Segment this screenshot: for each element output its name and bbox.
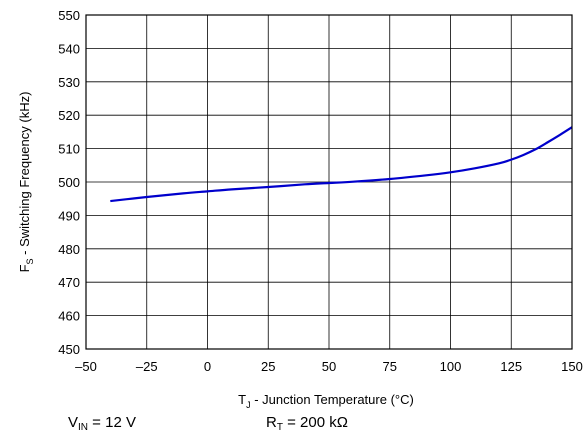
series-layer [110,126,573,203]
y-tick-label: 480 [58,242,80,257]
y-tick-label: 550 [58,8,80,23]
y-tick-label: 490 [58,208,80,223]
x-tick-label: –25 [136,359,158,374]
y-tick-label: 520 [58,108,80,123]
grid [85,14,573,350]
x-tick-label: 100 [440,359,462,374]
y-tick-label: 530 [58,75,80,90]
condition-rt: RT = 200 kΩ [266,414,348,433]
x-tick-label: 125 [500,359,522,374]
frequency-series-line [110,126,573,203]
y-tick-label: 500 [58,175,80,190]
plot-frame [85,14,573,350]
x-tick-label: 25 [261,359,275,374]
y-tick-label: 540 [58,41,80,56]
condition-vin: VIN = 12 V [68,414,136,433]
y-axis-title: FS - Switching Frequency (kHz) [17,92,35,273]
y-tick-label: 510 [58,142,80,157]
x-tick-label: 50 [322,359,336,374]
x-tick-label: –50 [75,359,97,374]
y-tick-label: 450 [58,342,80,357]
x-tick-label: 75 [383,359,397,374]
y-tick-label: 460 [58,309,80,324]
x-tick-label: 150 [561,359,583,374]
x-tick-labels: –50 –25 0 25 50 75 100 125 150 [75,359,583,374]
x-axis-title: TJ - Junction Temperature (°C) [238,392,414,410]
x-tick-label: 0 [204,359,211,374]
y-tick-label: 470 [58,275,80,290]
y-tick-labels: 450 460 470 480 490 500 510 520 530 540 550 [58,8,80,357]
